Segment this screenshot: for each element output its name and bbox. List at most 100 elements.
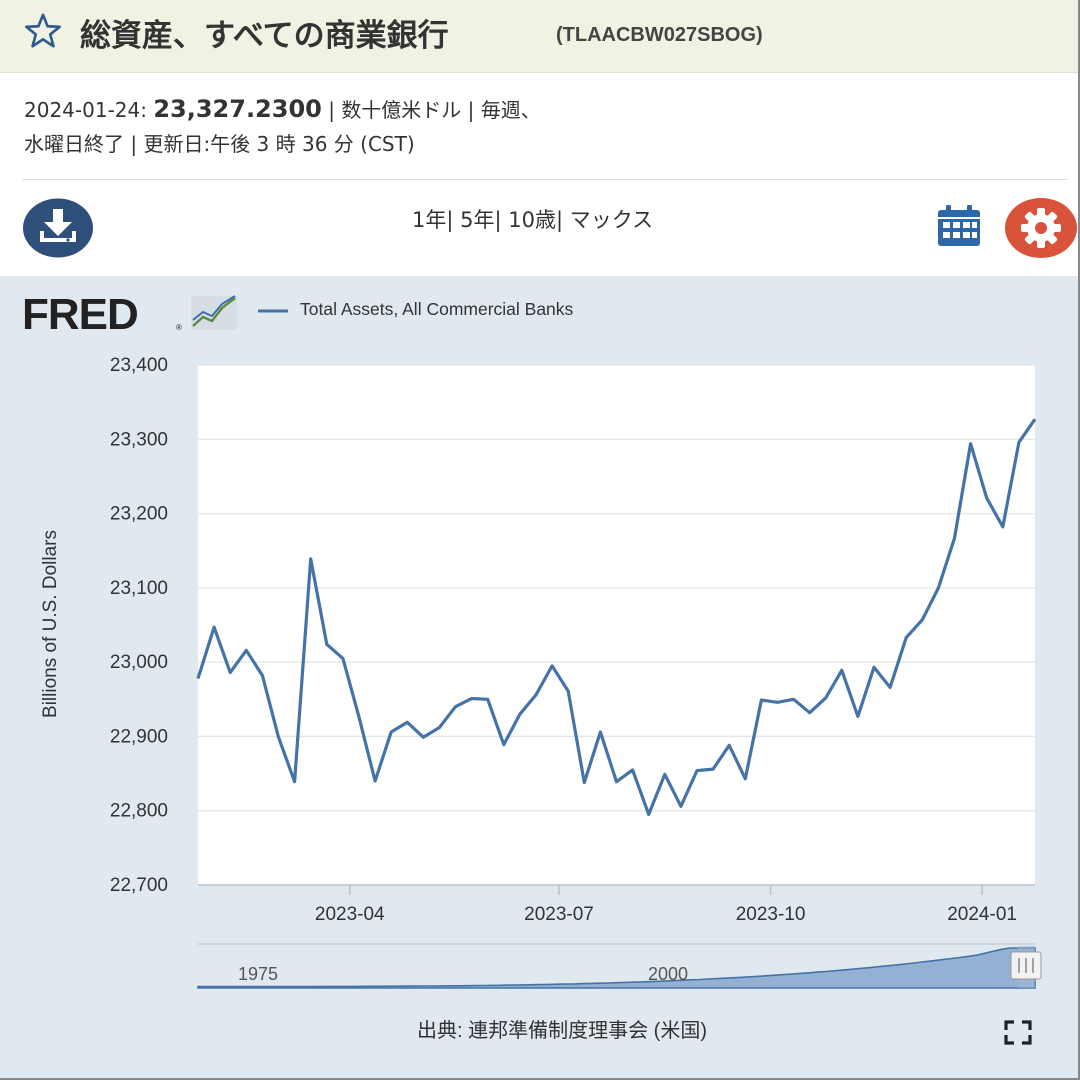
data-point[interactable] xyxy=(663,772,667,776)
data-point[interactable] xyxy=(341,656,345,660)
x-tick-label: 2024-01 xyxy=(947,904,1017,925)
range-separator: | xyxy=(446,208,461,232)
y-tick-label: 23,200 xyxy=(110,504,168,525)
y-tick-label: 23,400 xyxy=(110,355,168,376)
data-point[interactable] xyxy=(711,767,715,771)
data-point[interactable] xyxy=(293,780,297,784)
y-tick-label: 23,100 xyxy=(110,578,168,599)
data-point[interactable] xyxy=(647,812,651,816)
data-point[interactable] xyxy=(389,730,393,734)
data-point[interactable] xyxy=(856,714,860,718)
data-point[interactable] xyxy=(727,743,731,747)
data-point[interactable] xyxy=(502,743,506,747)
data-point[interactable] xyxy=(679,804,683,808)
range-10-years[interactable]: 10歳 xyxy=(508,208,557,232)
navigator-handle[interactable] xyxy=(1010,951,1042,980)
data-point[interactable] xyxy=(985,496,989,500)
data-point[interactable] xyxy=(615,780,619,784)
observation-date: 2024-01-24: xyxy=(24,98,147,122)
gear-icon[interactable] xyxy=(1004,197,1078,259)
meta-line-1: 2024-01-24: 23,327.2300 | 数十億米ドル | 毎週、 xyxy=(24,92,1054,127)
data-point[interactable] xyxy=(1033,417,1037,421)
data-point[interactable] xyxy=(228,671,232,675)
data-point[interactable] xyxy=(582,780,586,784)
calendar-icon[interactable] xyxy=(936,205,982,247)
data-point[interactable] xyxy=(276,735,280,739)
data-point[interactable] xyxy=(598,730,602,734)
star-icon[interactable] xyxy=(24,12,62,50)
data-point[interactable] xyxy=(212,625,216,629)
title-bar: 総資産、すべての商業銀行 (TLAACBW027SBOG) xyxy=(0,0,1080,73)
data-point[interactable] xyxy=(421,735,425,739)
plot-area xyxy=(198,365,1035,885)
data-point[interactable] xyxy=(196,676,200,680)
data-point[interactable] xyxy=(888,685,892,689)
data-point[interactable] xyxy=(486,697,490,701)
data-point[interactable] xyxy=(695,769,699,773)
window-edge xyxy=(1078,0,1080,1080)
data-point[interactable] xyxy=(518,712,522,716)
registered-mark: ® xyxy=(176,323,182,332)
data-point[interactable] xyxy=(759,698,763,702)
fred-logo[interactable]: FRED xyxy=(22,290,139,339)
data-point[interactable] xyxy=(534,693,538,697)
data-point[interactable] xyxy=(550,664,554,668)
data-point[interactable] xyxy=(631,768,635,772)
navigator-series xyxy=(197,947,1036,989)
data-point[interactable] xyxy=(936,586,940,590)
series-meta: 2024-01-24: 23,327.2300 | 数十億米ドル | 毎週、 水… xyxy=(24,92,1054,161)
data-point[interactable] xyxy=(792,697,796,701)
y-tick-label: 22,800 xyxy=(110,801,168,822)
data-point[interactable] xyxy=(325,642,329,646)
download-icon[interactable] xyxy=(22,198,94,258)
data-point[interactable] xyxy=(437,726,441,730)
data-point[interactable] xyxy=(566,689,570,693)
data-point[interactable] xyxy=(373,779,377,783)
range-5-years[interactable]: 5年 xyxy=(460,208,495,232)
navigator-label-2000: 2000 xyxy=(648,964,688,984)
y-axis: 22,700 22,800 22,900 23,000 23,100 23,200 23,3… xyxy=(110,355,168,896)
data-point[interactable] xyxy=(840,668,844,672)
data-point[interactable] xyxy=(244,648,248,652)
fred-logo-chart-icon xyxy=(191,295,237,330)
chart-container: FRED ® Total Assets, All Commercial Bank… xyxy=(0,276,1080,1080)
y-tick-label: 23,300 xyxy=(110,429,168,450)
meta-line-2: 水曜日終了 | 更新日:午後 3 時 36 分 (CST) xyxy=(24,132,415,156)
data-point[interactable] xyxy=(808,711,812,715)
observation-value: 23,327.2300 xyxy=(153,95,322,123)
data-point[interactable] xyxy=(775,700,779,704)
data-point[interactable] xyxy=(1001,525,1005,529)
units-frequency: | 数十億米ドル | 毎週、 xyxy=(321,98,541,122)
date-range-selector: 1年| 5年| 10歳| マックス xyxy=(412,204,653,234)
range-max[interactable]: マックス xyxy=(569,208,654,232)
line-chart[interactable]: FRED ® Total Assets, All Commercial Bank… xyxy=(0,276,1080,1080)
series-line[interactable] xyxy=(196,418,1037,817)
range-separator: | xyxy=(494,208,509,232)
y-tick-label: 22,900 xyxy=(110,726,168,747)
data-point[interactable] xyxy=(357,715,361,719)
y-tick-label: 23,000 xyxy=(110,652,168,673)
range-navigator[interactable]: 1975 2000 xyxy=(197,943,1042,989)
page-title: 総資産、すべての商業銀行 xyxy=(80,18,449,54)
data-point[interactable] xyxy=(824,696,828,700)
x-axis: 2023-04 2023-07 2023-10 2024-01 xyxy=(198,884,1035,925)
range-separator: | xyxy=(556,208,570,232)
series-id: (TLAACBW027SBOG) xyxy=(556,24,763,46)
data-point[interactable] xyxy=(309,557,313,561)
data-point[interactable] xyxy=(969,442,973,446)
data-point[interactable] xyxy=(454,705,458,709)
data-point[interactable] xyxy=(405,720,409,724)
data-point[interactable] xyxy=(920,618,924,622)
divider xyxy=(22,179,1068,180)
data-point[interactable] xyxy=(470,697,474,701)
x-tick-label: 2023-10 xyxy=(736,904,806,925)
data-point[interactable] xyxy=(953,536,957,540)
legend-label: Total Assets, All Commercial Banks xyxy=(300,299,574,319)
range-1-year[interactable]: 1年 xyxy=(412,208,447,232)
data-point[interactable] xyxy=(872,665,876,669)
data-point[interactable] xyxy=(904,636,908,640)
fullscreen-icon[interactable] xyxy=(1004,1020,1032,1045)
data-point[interactable] xyxy=(1017,440,1021,444)
data-point[interactable] xyxy=(743,777,747,781)
data-point[interactable] xyxy=(260,674,264,678)
